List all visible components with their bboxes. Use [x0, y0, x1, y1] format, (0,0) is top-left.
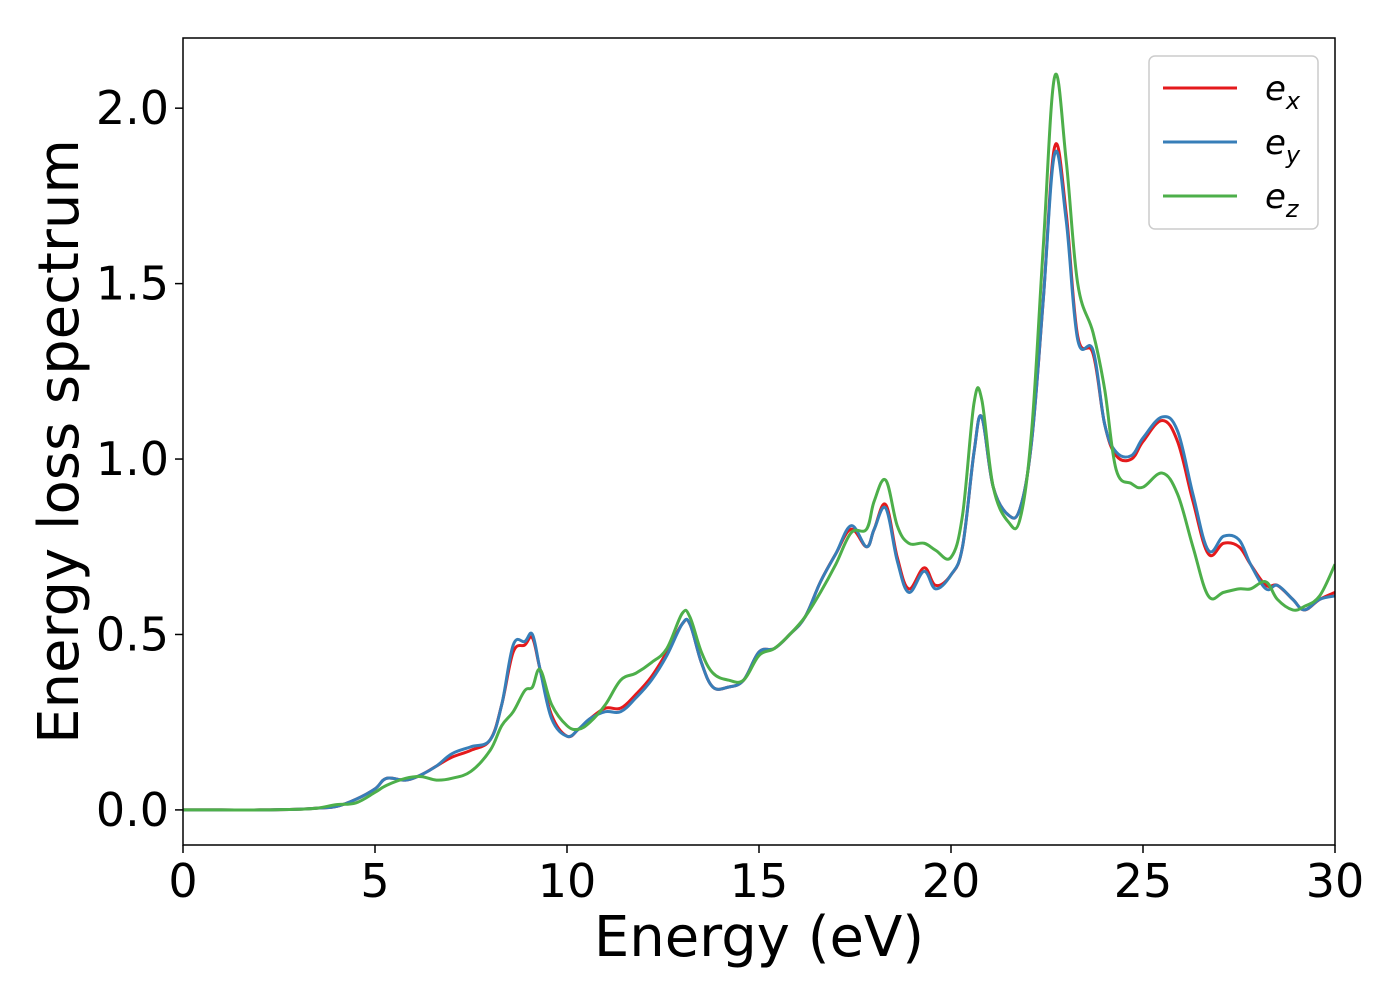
legend-label-e-y: ey [1265, 123, 1301, 169]
y-axis-label: Energy loss spectrum [27, 139, 92, 744]
legend-label-base: e [1265, 177, 1286, 217]
series-line-e-z [183, 72, 1335, 812]
y-tick-label: 0.0 [96, 783, 169, 837]
x-tick-label: 25 [1114, 854, 1173, 908]
y-axis: 0.0 0.5 1.0 1.5 2.0 [96, 81, 183, 837]
legend-label-subscript: z [1285, 195, 1300, 223]
x-tick-label: 20 [922, 854, 981, 908]
x-tick-label: 15 [730, 854, 789, 908]
x-tick-label: 10 [538, 854, 597, 908]
x-axis-label: Energy (eV) [594, 905, 924, 970]
legend-label-e-z: ez [1265, 177, 1300, 223]
series-line-e-y [183, 149, 1335, 812]
x-tick-label: 30 [1306, 854, 1365, 908]
series-line-e-x [183, 142, 1335, 812]
legend-label-subscript: x [1285, 87, 1301, 115]
y-tick-label: 1.5 [96, 257, 169, 311]
y-tick-label: 0.5 [96, 607, 169, 661]
legend-label-base: e [1265, 69, 1286, 109]
x-axis: 0 5 10 15 20 25 30 [168, 845, 1364, 908]
x-tick-label: 5 [360, 854, 389, 908]
y-tick-label: 1.0 [96, 432, 169, 486]
legend-label-base: e [1265, 123, 1286, 163]
legend-label-e-x: ex [1265, 69, 1301, 115]
x-tick-label: 0 [168, 854, 197, 908]
y-tick-label: 2.0 [96, 81, 169, 135]
legend-label-subscript: y [1285, 141, 1301, 169]
series-lines [183, 72, 1335, 812]
